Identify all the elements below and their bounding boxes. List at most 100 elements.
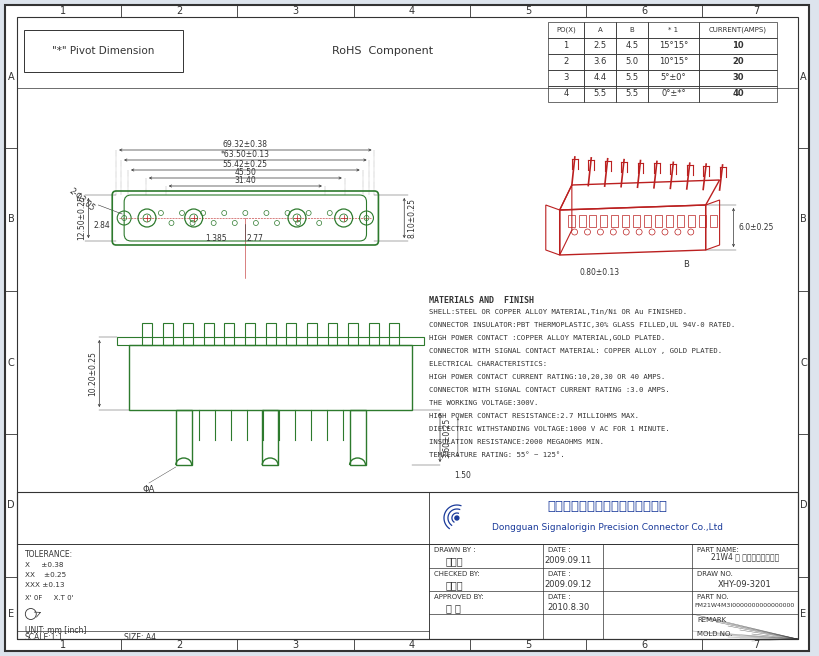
Text: 31.40: 31.40 bbox=[234, 176, 256, 185]
Text: 2: 2 bbox=[176, 6, 182, 16]
Text: 2009.09.12: 2009.09.12 bbox=[544, 580, 591, 589]
Text: Dongguan Signalorigin Precision Connector Co.,Ltd: Dongguan Signalorigin Precision Connecto… bbox=[491, 523, 722, 533]
Bar bbox=[17, 544, 428, 639]
Bar bbox=[578, 215, 585, 227]
Bar bbox=[589, 215, 595, 227]
Bar bbox=[615, 86, 647, 102]
Circle shape bbox=[455, 516, 459, 520]
Bar bbox=[615, 38, 647, 54]
Text: 2: 2 bbox=[176, 640, 182, 650]
Text: 2.77: 2.77 bbox=[247, 234, 264, 243]
Bar bbox=[142, 323, 152, 345]
Text: DATE :: DATE : bbox=[548, 547, 570, 553]
Text: FM21W4M3I0000000000000000: FM21W4M3I0000000000000000 bbox=[694, 603, 794, 608]
Text: 4: 4 bbox=[408, 6, 414, 16]
Text: 5: 5 bbox=[524, 640, 531, 650]
Text: 2: 2 bbox=[563, 58, 568, 66]
Bar bbox=[615, 54, 647, 70]
Bar bbox=[129, 345, 412, 410]
Bar bbox=[548, 38, 583, 54]
Text: MOLD NO.: MOLD NO. bbox=[696, 631, 731, 637]
Bar bbox=[348, 323, 358, 345]
Text: MATERIALS AND  FINISH: MATERIALS AND FINISH bbox=[428, 296, 533, 305]
Text: 6: 6 bbox=[640, 640, 646, 650]
Bar bbox=[286, 323, 296, 345]
Bar bbox=[224, 323, 234, 345]
Bar bbox=[699, 54, 776, 70]
Bar bbox=[676, 215, 683, 227]
Text: 5°±0°: 5°±0° bbox=[660, 73, 686, 83]
Text: 程季淳: 程季淳 bbox=[445, 556, 462, 566]
Bar bbox=[632, 215, 640, 227]
Text: E: E bbox=[8, 609, 14, 619]
Text: 8.10±0.25: 8.10±0.25 bbox=[407, 198, 416, 238]
Bar bbox=[647, 38, 699, 54]
Text: C: C bbox=[7, 358, 14, 367]
Bar bbox=[583, 22, 615, 38]
Bar bbox=[162, 323, 172, 345]
Text: 1.50: 1.50 bbox=[454, 471, 470, 480]
Text: 2.5: 2.5 bbox=[593, 41, 606, 51]
Bar bbox=[327, 323, 337, 345]
Text: 0°±*°: 0°±*° bbox=[660, 89, 685, 98]
Text: 21W4 公 电流型式保持组合: 21W4 公 电流型式保持组合 bbox=[710, 552, 778, 561]
Text: 45.50: 45.50 bbox=[234, 168, 256, 177]
Bar bbox=[699, 86, 776, 102]
Text: XX    ±0.25: XX ±0.25 bbox=[25, 572, 66, 578]
Text: DATE :: DATE : bbox=[548, 594, 570, 600]
Text: 10.20±0.25: 10.20±0.25 bbox=[88, 351, 97, 396]
Text: PART NO.: PART NO. bbox=[696, 594, 728, 600]
Text: ELECTRICAL CHARACTERISTICS:: ELECTRICAL CHARACTERISTICS: bbox=[428, 361, 546, 367]
Text: 7: 7 bbox=[752, 6, 758, 16]
Text: 55.42±0.25: 55.42±0.25 bbox=[223, 160, 268, 169]
Text: 6: 6 bbox=[640, 6, 646, 16]
Text: 12.50±0.25: 12.50±0.25 bbox=[77, 195, 86, 241]
Bar bbox=[687, 215, 694, 227]
Text: HIGH POWER CONTACT CURRENT RATING:10,20,30 OR 40 AMPS.: HIGH POWER CONTACT CURRENT RATING:10,20,… bbox=[428, 374, 664, 380]
Text: 4: 4 bbox=[563, 89, 568, 98]
Text: 东莞市迅颖原精密连接器有限公司: 东莞市迅颖原精密连接器有限公司 bbox=[547, 501, 667, 514]
Text: HIGH POWER CONTACT RESISTANCE:2.7 MILLIOHMS MAX.: HIGH POWER CONTACT RESISTANCE:2.7 MILLIO… bbox=[428, 413, 638, 419]
Bar bbox=[644, 215, 650, 227]
Bar bbox=[567, 215, 574, 227]
Text: XHY-09-3201: XHY-09-3201 bbox=[717, 580, 771, 589]
Text: PART NAME:: PART NAME: bbox=[696, 547, 738, 553]
Text: CONNECTOR INSULATOR:PBT THERMOPLASTIC,30% GLASS FILLED,UL 94V-0 RATED.: CONNECTOR INSULATOR:PBT THERMOPLASTIC,30… bbox=[428, 322, 735, 328]
Bar bbox=[699, 22, 776, 38]
Text: HIGH POWER CONTACT :COPPER ALLOY MATERIAL,GOLD PLATED.: HIGH POWER CONTACT :COPPER ALLOY MATERIA… bbox=[428, 335, 664, 341]
Text: D: D bbox=[799, 501, 807, 510]
Bar bbox=[583, 70, 615, 86]
Bar bbox=[349, 410, 365, 465]
Bar bbox=[204, 323, 214, 345]
Text: 2-Φ3.05: 2-Φ3.05 bbox=[67, 187, 96, 213]
Bar bbox=[647, 86, 699, 102]
Text: INSULATION RESISTANCE:2000 MEGAOHMS MIN.: INSULATION RESISTANCE:2000 MEGAOHMS MIN. bbox=[428, 439, 604, 445]
Text: 1.385: 1.385 bbox=[205, 234, 226, 243]
Text: 3: 3 bbox=[292, 6, 298, 16]
Text: X' 0F     X.T 0': X' 0F X.T 0' bbox=[25, 595, 73, 601]
Text: A: A bbox=[597, 27, 601, 33]
Bar bbox=[369, 323, 378, 345]
Text: E: E bbox=[799, 609, 806, 619]
Text: C: C bbox=[799, 358, 806, 367]
Bar bbox=[548, 54, 583, 70]
Bar bbox=[306, 323, 316, 345]
Bar bbox=[548, 86, 583, 102]
Bar bbox=[262, 410, 278, 465]
Bar bbox=[698, 215, 705, 227]
Bar bbox=[611, 215, 618, 227]
Text: B: B bbox=[7, 215, 14, 224]
Text: 6.0±0.25: 6.0±0.25 bbox=[738, 223, 773, 232]
Bar bbox=[175, 410, 192, 465]
Bar bbox=[183, 323, 193, 345]
Text: 4.4: 4.4 bbox=[593, 73, 606, 83]
Bar bbox=[583, 54, 615, 70]
Text: *63.50±0.13: *63.50±0.13 bbox=[220, 150, 269, 159]
Text: ΦA: ΦA bbox=[143, 485, 155, 494]
Text: B: B bbox=[682, 260, 688, 269]
Bar bbox=[17, 492, 797, 639]
Text: 3.60±0.25: 3.60±0.25 bbox=[441, 417, 450, 458]
Text: 1: 1 bbox=[60, 640, 66, 650]
Text: THE WORKING VOLTAGE:300V.: THE WORKING VOLTAGE:300V. bbox=[428, 400, 538, 406]
Text: 69.32±0.38: 69.32±0.38 bbox=[223, 140, 268, 149]
